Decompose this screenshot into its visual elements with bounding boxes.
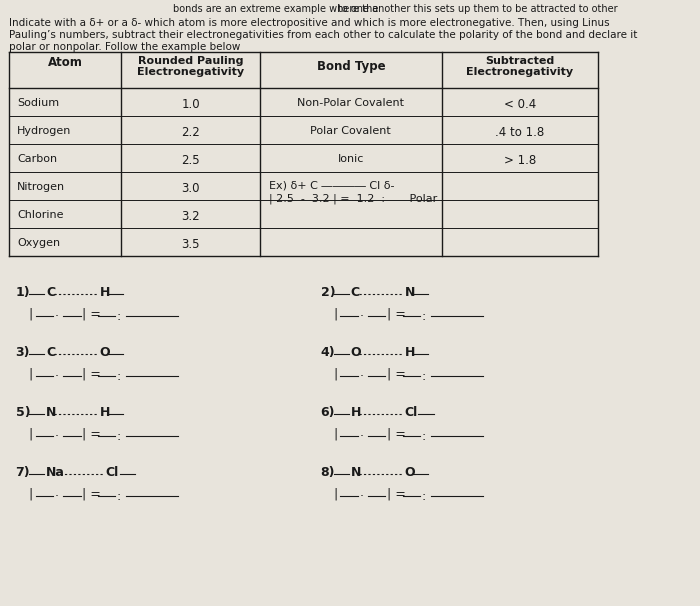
- Text: C: C: [46, 346, 55, 359]
- Text: N: N: [46, 406, 56, 419]
- Text: Bond Type: Bond Type: [316, 60, 385, 73]
- Text: 2): 2): [321, 286, 335, 299]
- Text: Carbon: Carbon: [18, 154, 57, 164]
- Text: | =: | =: [83, 428, 102, 441]
- Text: C: C: [351, 286, 360, 299]
- Text: |: |: [333, 428, 338, 441]
- Text: Subtracted: Subtracted: [485, 56, 554, 66]
- Text: Nitrogen: Nitrogen: [18, 182, 66, 192]
- Text: |: |: [29, 428, 33, 441]
- Text: Polar Covalent: Polar Covalent: [311, 126, 391, 136]
- Text: Chlorine: Chlorine: [18, 210, 64, 220]
- Text: ·: ·: [55, 310, 59, 323]
- Text: |: |: [333, 308, 338, 321]
- Text: ·: ·: [55, 490, 59, 503]
- Text: | =: | =: [83, 488, 102, 501]
- Text: C: C: [46, 286, 55, 299]
- Text: Sodium: Sodium: [18, 98, 60, 108]
- Text: 6): 6): [321, 406, 335, 419]
- Text: :: :: [117, 310, 121, 323]
- Text: O: O: [351, 346, 361, 359]
- Text: :: :: [422, 490, 426, 503]
- Text: Rounded Pauling: Rounded Pauling: [138, 56, 244, 66]
- Text: Indicate with a δ+ or a δ- which atom is more electropositive and which is more : Indicate with a δ+ or a δ- which atom is…: [8, 18, 609, 28]
- Text: :: :: [117, 490, 121, 503]
- Text: Cl: Cl: [106, 466, 119, 479]
- Text: 4): 4): [321, 346, 335, 359]
- Text: 1.0: 1.0: [181, 98, 200, 111]
- Text: Na: Na: [46, 466, 65, 479]
- Text: Atom: Atom: [48, 56, 83, 69]
- Text: < 0.4: < 0.4: [503, 98, 536, 111]
- Text: 3): 3): [15, 346, 30, 359]
- Text: |: |: [333, 368, 338, 381]
- Text: ·: ·: [360, 430, 363, 443]
- Text: > 1.8: > 1.8: [503, 154, 536, 167]
- Text: H: H: [99, 406, 110, 419]
- Text: ·: ·: [360, 370, 363, 383]
- Text: |: |: [29, 308, 33, 321]
- Text: | =: | =: [387, 428, 406, 441]
- Text: | =: | =: [83, 308, 102, 321]
- Text: 3.2: 3.2: [181, 210, 200, 223]
- Text: :: :: [422, 430, 426, 443]
- Text: 5): 5): [15, 406, 30, 419]
- Text: Oxygen: Oxygen: [18, 238, 60, 248]
- Text: 2.2: 2.2: [181, 126, 200, 139]
- Text: polar or nonpolar. Follow the example below: polar or nonpolar. Follow the example be…: [8, 42, 240, 52]
- Text: Ionic: Ionic: [337, 154, 364, 164]
- Text: Hydrogen: Hydrogen: [18, 126, 71, 136]
- Text: 7): 7): [15, 466, 30, 479]
- Text: bonds are an extreme example where the: bonds are an extreme example where the: [174, 4, 379, 14]
- Text: Electronegativity: Electronegativity: [466, 67, 573, 77]
- Text: Non-Polar Covalent: Non-Polar Covalent: [298, 98, 405, 108]
- Text: Cl: Cl: [405, 406, 418, 419]
- Text: O: O: [405, 466, 415, 479]
- Text: N: N: [405, 286, 415, 299]
- Text: ·: ·: [55, 430, 59, 443]
- Text: O: O: [99, 346, 110, 359]
- Text: to one another this sets up them to be attracted to other: to one another this sets up them to be a…: [338, 4, 617, 14]
- Text: |: |: [333, 488, 338, 501]
- Text: ·: ·: [360, 490, 363, 503]
- Text: | =: | =: [387, 368, 406, 381]
- Text: 3.0: 3.0: [181, 182, 200, 195]
- Text: 1): 1): [15, 286, 30, 299]
- Text: 2.5: 2.5: [181, 154, 200, 167]
- Text: 8): 8): [321, 466, 335, 479]
- Text: ·: ·: [360, 310, 363, 323]
- Text: H: H: [99, 286, 110, 299]
- Text: 3.5: 3.5: [181, 238, 200, 251]
- Text: | =: | =: [83, 368, 102, 381]
- Text: Electronegativity: Electronegativity: [137, 67, 244, 77]
- Text: ·: ·: [55, 370, 59, 383]
- Text: | 2.5  -  3.2 | =  1.2  :       Polar: | 2.5 - 3.2 | = 1.2 : Polar: [269, 194, 437, 204]
- Text: .4 to 1.8: .4 to 1.8: [495, 126, 545, 139]
- Text: :: :: [422, 310, 426, 323]
- Text: N: N: [351, 466, 361, 479]
- Text: Ex) δ+ C ―――― Cl δ-: Ex) δ+ C ―――― Cl δ-: [269, 180, 394, 190]
- Text: H: H: [351, 406, 361, 419]
- Text: :: :: [117, 430, 121, 443]
- Text: Pauling’s numbers, subtract their electronegativities from each other to calcula: Pauling’s numbers, subtract their electr…: [8, 30, 637, 40]
- Text: | =: | =: [387, 488, 406, 501]
- Text: | =: | =: [387, 308, 406, 321]
- Text: |: |: [29, 488, 33, 501]
- Text: H: H: [405, 346, 415, 359]
- Text: |: |: [29, 368, 33, 381]
- Text: :: :: [422, 370, 426, 383]
- Text: :: :: [117, 370, 121, 383]
